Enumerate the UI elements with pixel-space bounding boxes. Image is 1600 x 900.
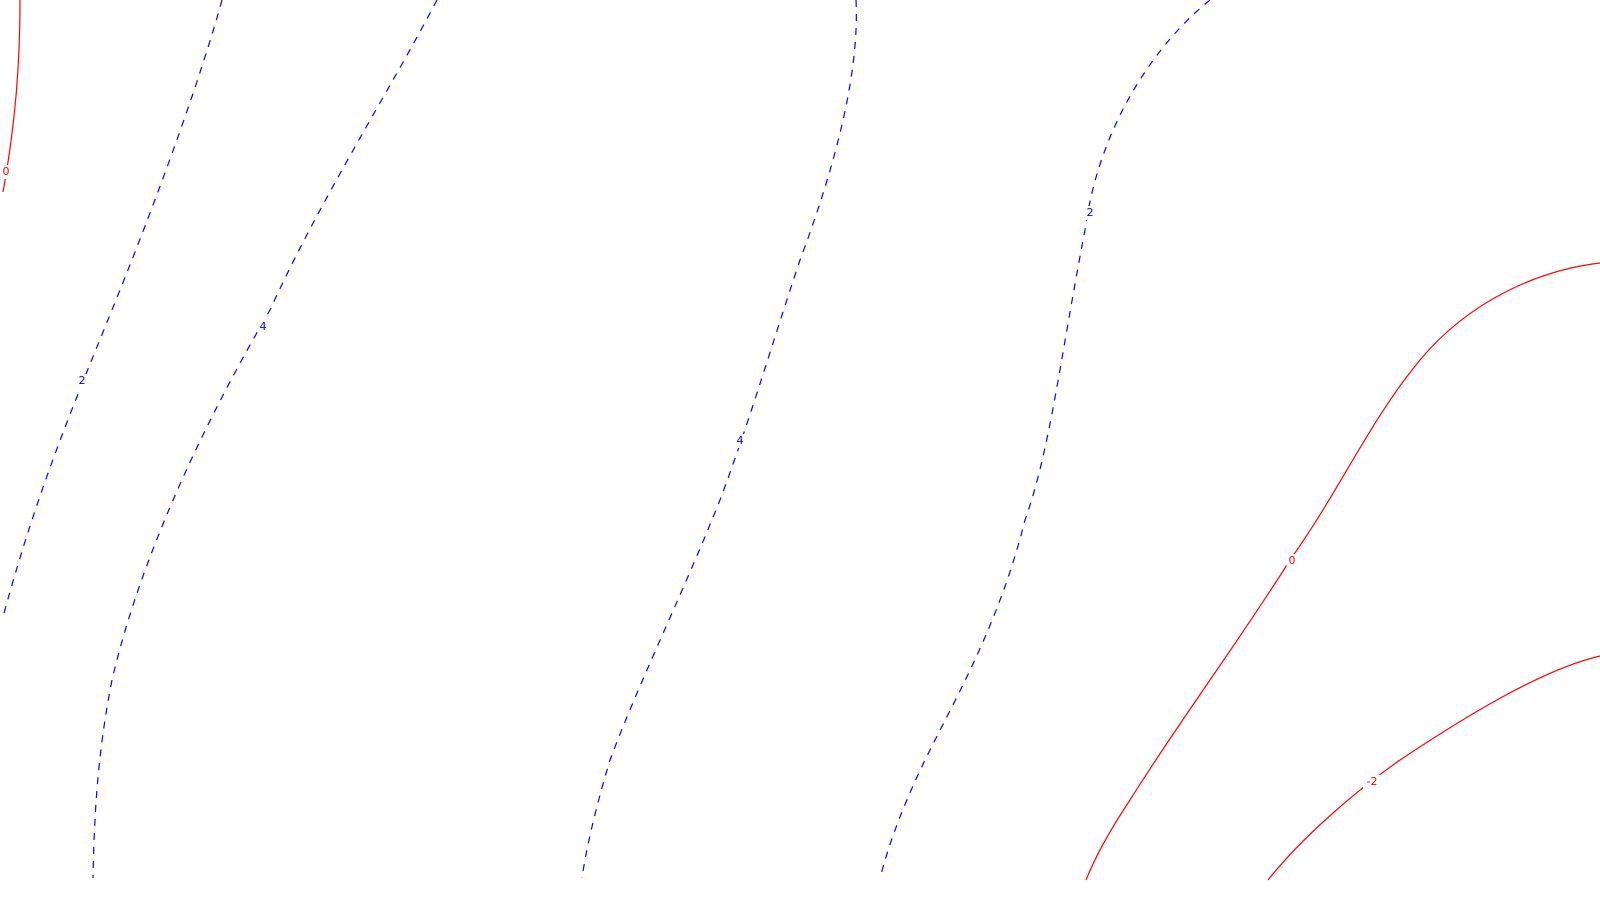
contour-label-background bbox=[257, 320, 269, 334]
contour-label-background bbox=[734, 434, 746, 448]
contour-label-3: 4 bbox=[737, 434, 744, 447]
contour-line-level-2-4 bbox=[879, 0, 1211, 879]
contour-label-background bbox=[1084, 206, 1096, 220]
contour-label-background bbox=[1363, 775, 1381, 789]
contour-label-0: 0 bbox=[3, 165, 10, 178]
contour-label-4: 2 bbox=[1087, 206, 1094, 219]
contour-label-background bbox=[1286, 554, 1298, 568]
contour-label-5: 0 bbox=[1289, 554, 1296, 567]
contour-label-background bbox=[0, 165, 12, 179]
contour-line-level-4-2 bbox=[92, 0, 438, 879]
contour-lines bbox=[2, 0, 1600, 881]
contour-line-level-0-5 bbox=[1085, 262, 1600, 881]
contour-labels: 0 2 4 4 2 0 -2 bbox=[0, 165, 1381, 789]
contour-label-6: -2 bbox=[1367, 775, 1378, 788]
contour-line-level-4-3 bbox=[581, 0, 857, 879]
contour-line-level-2-1 bbox=[2, 0, 223, 618]
contour-label-background bbox=[76, 374, 88, 388]
contour-label-1: 2 bbox=[79, 374, 86, 387]
contour-line-level-0-0 bbox=[2, 0, 21, 193]
contour-line-level-neg2-6 bbox=[1267, 655, 1600, 881]
contour-label-2: 4 bbox=[260, 320, 267, 333]
